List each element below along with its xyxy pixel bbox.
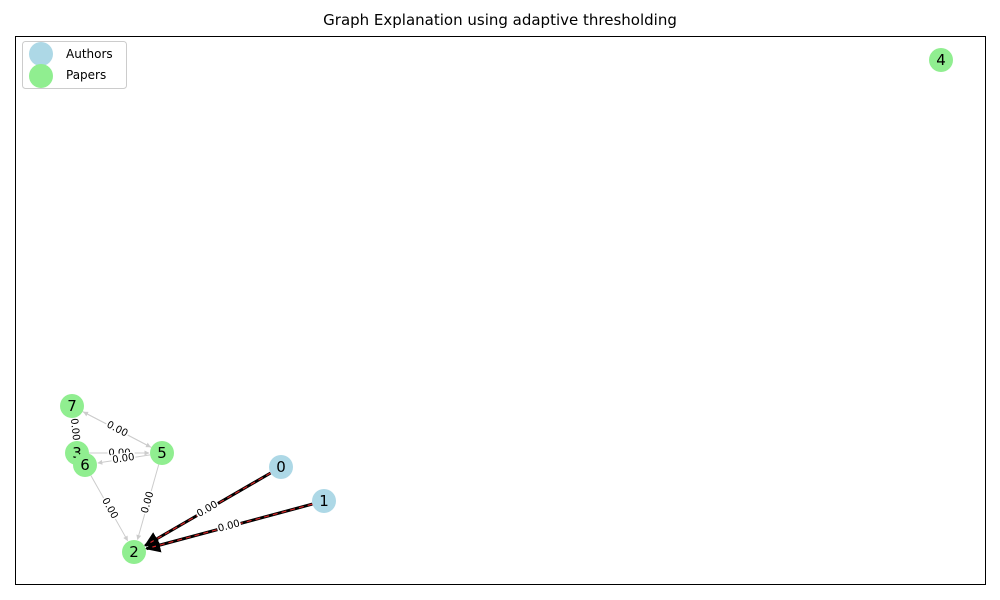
edge-label-bg — [215, 517, 243, 536]
legend-swatch-authors — [29, 42, 53, 66]
node-label: 4 — [936, 51, 946, 69]
plot-frame — [15, 36, 986, 585]
edge-label-bg — [67, 416, 82, 443]
node-0: 0 — [269, 455, 293, 479]
node-7: 7 — [60, 394, 84, 418]
nodes-layer: 0 1 2 3 4 5 6 7 — [60, 48, 953, 564]
legend-label-authors: Authors — [66, 47, 113, 61]
node-label: 3 — [72, 444, 82, 462]
node-circle — [269, 455, 293, 479]
node-6: 6 — [73, 453, 97, 477]
node-label: 6 — [80, 456, 90, 474]
node-label: 5 — [157, 444, 167, 462]
chart-title: Graph Explanation using adaptive thresho… — [323, 11, 677, 29]
node-label: 0 — [276, 458, 286, 476]
node-circle — [312, 489, 336, 513]
node-label: 7 — [67, 397, 77, 415]
node-circle — [60, 394, 84, 418]
node-circle — [122, 540, 146, 564]
legend: Authors Papers — [22, 41, 127, 89]
node-label: 1 — [319, 492, 329, 510]
edge-label-0-2: 0.00 — [195, 499, 220, 520]
node-label: 2 — [129, 543, 139, 561]
edge-label-6-2: 0.00 — [99, 496, 120, 521]
node-1: 1 — [312, 489, 336, 513]
edge-label-bg — [98, 495, 121, 522]
node-circle — [73, 453, 97, 477]
node-circle — [929, 48, 953, 72]
edge-label-bg — [110, 451, 137, 467]
edge-labels-layer: 0.000.000.000.000.000.000.000.000.00 — [67, 416, 243, 536]
node-2: 2 — [122, 540, 146, 564]
node-5: 5 — [150, 441, 174, 465]
node-4: 4 — [929, 48, 953, 72]
node-circle — [150, 441, 174, 465]
legend-label-papers: Papers — [66, 68, 106, 82]
edge-label-7-3: 0.00 — [68, 418, 81, 441]
edge-label-7-5: 0.00 — [105, 419, 130, 439]
edge-label-5-6: 0.00 — [112, 452, 136, 466]
edge-label-bg — [138, 489, 158, 516]
edge-label-3-5: 0.00 — [108, 448, 130, 459]
edge-label-bg — [103, 418, 131, 441]
legend-swatch-papers — [29, 64, 53, 88]
edge-label-bg — [194, 498, 221, 521]
